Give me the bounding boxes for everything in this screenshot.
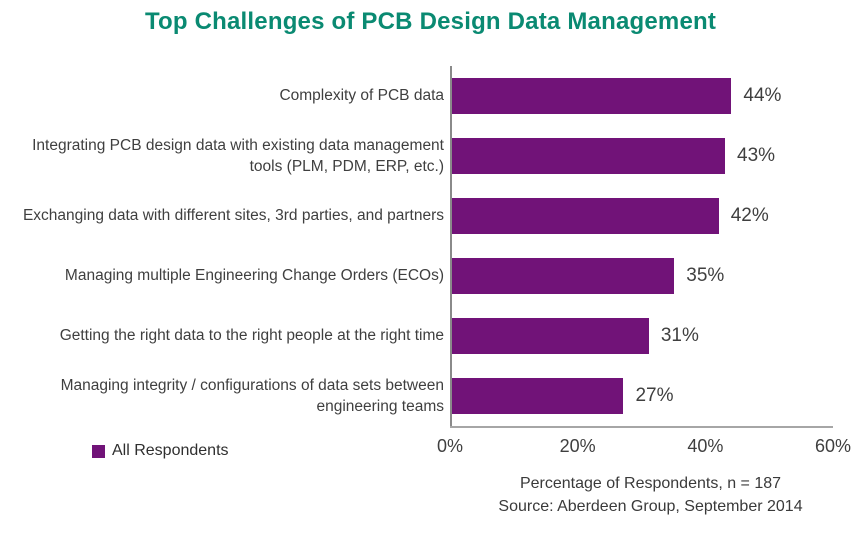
bar-chart-plot-area: Complexity of PCB data 44% Integrating PCB… — [0, 66, 861, 426]
legend-swatch-all-respondents — [92, 444, 105, 458]
x-tick-label: 20% — [559, 436, 596, 456]
category-label: Managing integrity / configurations of d… — [60, 376, 444, 415]
bar-row: 44% — [450, 66, 833, 126]
bar — [452, 138, 726, 174]
bar-row: 35% — [450, 246, 833, 306]
bar-row: 31% — [450, 306, 833, 366]
bar — [452, 378, 624, 414]
footer-spacer — [0, 462, 450, 518]
source-caption: Source: Aberdeen Group, September 2014 — [498, 498, 803, 515]
category-label: Complexity of PCB data — [279, 87, 444, 105]
category-label: Exchanging data with different sites, 3r… — [22, 207, 444, 225]
bar-row: 42% — [450, 186, 833, 246]
legend-label: All Respondents — [112, 442, 229, 459]
chart-captions: Percentage of Respondents, n = 187 Sourc… — [450, 462, 833, 518]
bar-value-label: 42% — [730, 205, 769, 226]
chart-title: Top Challenges of PCB Design Data Manage… — [144, 8, 717, 35]
footer-row: Percentage of Respondents, n = 187 Sourc… — [0, 462, 861, 518]
x-tick-label: 0% — [436, 436, 464, 456]
bar-value-label: 27% — [635, 385, 674, 406]
category-label: Integrating PCB design data with existin… — [32, 136, 444, 175]
bar-value-label: 31% — [660, 325, 699, 346]
bar-value-label: 35% — [686, 265, 725, 286]
bar-value-label: 43% — [737, 145, 776, 166]
x-axis-caption: Percentage of Respondents, n = 187 — [519, 475, 782, 492]
bar — [452, 258, 675, 294]
x-tick-label: 40% — [687, 436, 724, 456]
x-tick-label: 60% — [814, 436, 852, 456]
bar — [452, 78, 732, 114]
category-label: Getting the right data to the right peop… — [59, 327, 444, 345]
x-axis: 0% 20% 40% 60% — [437, 426, 851, 462]
bar-row: 43% — [450, 126, 833, 186]
axis-and-legend-row: All Respondents 0% 20% 40% 60% — [0, 426, 861, 462]
bar — [452, 198, 719, 234]
bar-row: 27% — [450, 366, 833, 426]
bar — [452, 318, 649, 354]
category-label: Managing multiple Engineering Change Ord… — [64, 267, 444, 285]
bar-value-label: 44% — [743, 85, 782, 106]
legend: All Respondents — [0, 426, 450, 462]
